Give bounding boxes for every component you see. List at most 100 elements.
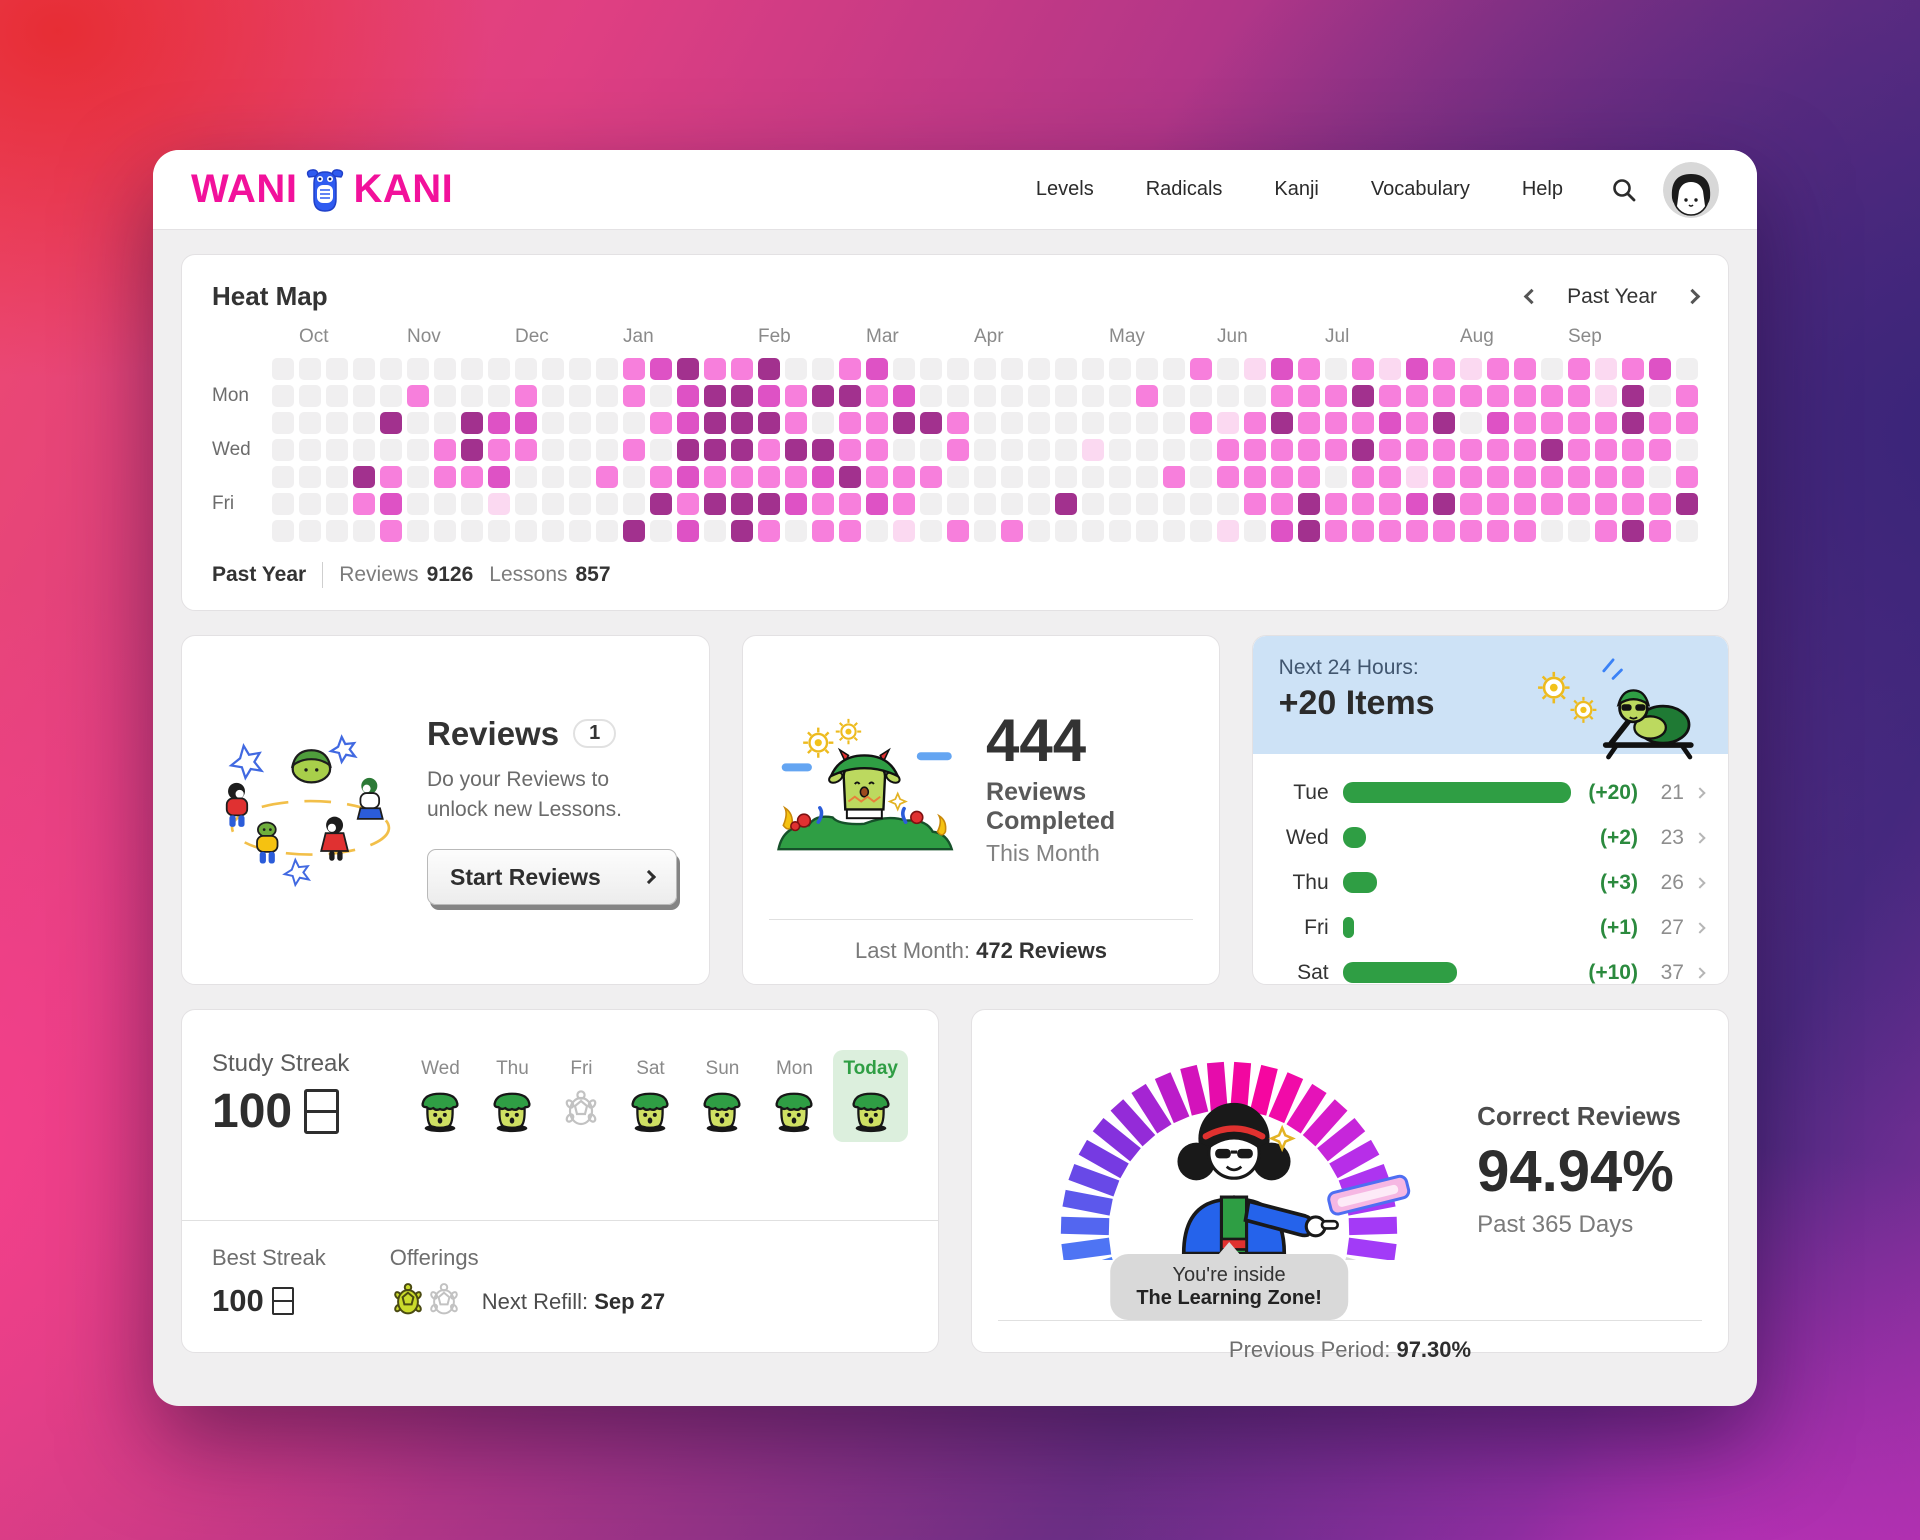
heatmap-cell[interactable] <box>326 520 348 542</box>
heatmap-cell[interactable] <box>353 493 375 515</box>
heatmap-cell[interactable] <box>839 493 861 515</box>
heatmap-cell[interactable] <box>407 439 429 461</box>
heatmap-cell[interactable] <box>1487 358 1509 380</box>
heatmap-cell[interactable] <box>1055 466 1077 488</box>
chevron-left-icon[interactable] <box>1523 288 1540 305</box>
nav-item-vocabulary[interactable]: Vocabulary <box>1370 178 1470 200</box>
heatmap-cell[interactable] <box>1541 439 1563 461</box>
heatmap-cell[interactable] <box>1271 439 1293 461</box>
next24-row[interactable]: Thu (+3) 26 <box>1277 860 1706 905</box>
heatmap-cell[interactable] <box>947 385 969 407</box>
heatmap-cell[interactable] <box>785 520 807 542</box>
heatmap-cell[interactable] <box>1190 385 1212 407</box>
heatmap-cell[interactable] <box>1190 358 1212 380</box>
heatmap-cell[interactable] <box>839 520 861 542</box>
heatmap-cell[interactable] <box>461 493 483 515</box>
heatmap-cell[interactable] <box>1190 493 1212 515</box>
heatmap-cell[interactable] <box>1487 439 1509 461</box>
heatmap-cell[interactable] <box>1163 385 1185 407</box>
heatmap-cell[interactable] <box>1676 493 1698 515</box>
heatmap-cell[interactable] <box>1217 412 1239 434</box>
heatmap-cell[interactable] <box>515 466 537 488</box>
heatmap-cell[interactable] <box>758 412 780 434</box>
heatmap-cell[interactable] <box>974 520 996 542</box>
heatmap-cell[interactable] <box>1055 493 1077 515</box>
heatmap-cell[interactable] <box>974 439 996 461</box>
heatmap-cell[interactable] <box>1271 412 1293 434</box>
heatmap-cell[interactable] <box>1676 358 1698 380</box>
heatmap-cell[interactable] <box>1109 385 1131 407</box>
nav-item-radicals[interactable]: Radicals <box>1145 178 1223 200</box>
heatmap-cell[interactable] <box>515 520 537 542</box>
heatmap-cell[interactable] <box>1190 412 1212 434</box>
heatmap-cell[interactable] <box>812 439 834 461</box>
heatmap-cell[interactable] <box>1028 439 1050 461</box>
heatmap-cell[interactable] <box>272 385 294 407</box>
heatmap-cell[interactable] <box>1406 466 1428 488</box>
heatmap-cell[interactable] <box>353 439 375 461</box>
heatmap-cell[interactable] <box>1460 412 1482 434</box>
heatmap-cell[interactable] <box>1082 466 1104 488</box>
heatmap-cell[interactable] <box>272 412 294 434</box>
heatmap-cell[interactable] <box>1244 358 1266 380</box>
heatmap-cell[interactable] <box>1568 466 1590 488</box>
heatmap-cell[interactable] <box>1406 358 1428 380</box>
heatmap-cell[interactable] <box>1352 493 1374 515</box>
heatmap-cell[interactable] <box>1595 493 1617 515</box>
heatmap-cell[interactable] <box>1514 493 1536 515</box>
chevron-right-icon[interactable] <box>1684 288 1701 305</box>
heatmap-cell[interactable] <box>1541 466 1563 488</box>
heatmap-cell[interactable] <box>920 358 942 380</box>
heatmap-cell[interactable] <box>1163 520 1185 542</box>
heatmap-cell[interactable] <box>569 385 591 407</box>
heatmap-cell[interactable] <box>272 439 294 461</box>
heatmap-cell[interactable] <box>623 412 645 434</box>
heatmap-cell[interactable] <box>1487 385 1509 407</box>
heatmap-cell[interactable] <box>1082 493 1104 515</box>
heatmap-cell[interactable] <box>866 520 888 542</box>
heatmap-cell[interactable] <box>542 385 564 407</box>
heatmap-cell[interactable] <box>1379 385 1401 407</box>
heatmap-cell[interactable] <box>785 439 807 461</box>
heatmap-cell[interactable] <box>407 520 429 542</box>
heatmap-cell[interactable] <box>920 466 942 488</box>
heatmap-cell[interactable] <box>1460 520 1482 542</box>
heatmap-cell[interactable] <box>974 385 996 407</box>
heatmap-cell[interactable] <box>758 520 780 542</box>
heatmap-cell[interactable] <box>731 493 753 515</box>
heatmap-cell[interactable] <box>785 358 807 380</box>
heatmap-cell[interactable] <box>758 385 780 407</box>
heatmap-cell[interactable] <box>434 439 456 461</box>
heatmap-cell[interactable] <box>893 412 915 434</box>
heatmap-cell[interactable] <box>1514 439 1536 461</box>
nav-item-levels[interactable]: Levels <box>1035 178 1094 200</box>
next24-row[interactable]: Tue (+20) 21 <box>1277 770 1706 815</box>
heatmap-cell[interactable] <box>488 439 510 461</box>
heatmap-cell[interactable] <box>677 385 699 407</box>
heatmap-cell[interactable] <box>1325 439 1347 461</box>
heatmap-cell[interactable] <box>812 412 834 434</box>
heatmap-cell[interactable] <box>1136 466 1158 488</box>
heatmap-cell[interactable] <box>1298 466 1320 488</box>
heatmap-cell[interactable] <box>623 520 645 542</box>
heatmap-cell[interactable] <box>785 493 807 515</box>
heatmap-cell[interactable] <box>731 520 753 542</box>
heatmap-cell[interactable] <box>893 385 915 407</box>
heatmap-cell[interactable] <box>1379 493 1401 515</box>
heatmap-cell[interactable] <box>1298 412 1320 434</box>
heatmap-cell[interactable] <box>1568 412 1590 434</box>
heatmap-cell[interactable] <box>704 412 726 434</box>
heatmap-cell[interactable] <box>569 493 591 515</box>
heatmap-cell[interactable] <box>974 493 996 515</box>
heatmap-cell[interactable] <box>1649 520 1671 542</box>
heatmap-cell[interactable] <box>1055 439 1077 461</box>
heatmap-cell[interactable] <box>1622 412 1644 434</box>
heatmap-cell[interactable] <box>1244 520 1266 542</box>
heatmap-cell[interactable] <box>920 520 942 542</box>
heatmap-cell[interactable] <box>974 412 996 434</box>
heatmap-cell[interactable] <box>1190 466 1212 488</box>
heatmap-cell[interactable] <box>326 412 348 434</box>
heatmap-cell[interactable] <box>407 358 429 380</box>
heatmap-cell[interactable] <box>488 385 510 407</box>
heatmap-cell[interactable] <box>434 412 456 434</box>
